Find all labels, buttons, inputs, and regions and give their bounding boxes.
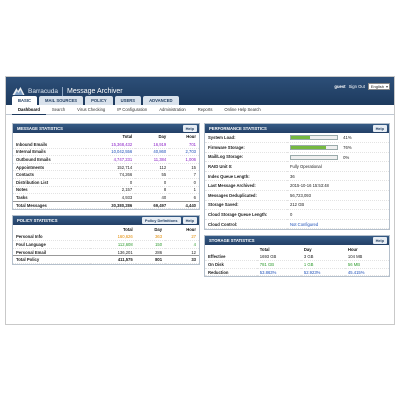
storage-statistics-panel: STORAGE STATISTICS Help Total Day Hour E… — [204, 235, 390, 278]
col-total: Total — [123, 226, 133, 232]
total-row: Total Policy 411,575 801 33 — [13, 255, 199, 264]
col-day: Day — [303, 246, 312, 252]
policy-statistics-header: POLICY STATISTICS Policy Definitions Hel… — [13, 216, 199, 226]
table-row: Outbound Emails 4,747,231 11,384 1,006 — [13, 155, 199, 164]
tab-mail-sources[interactable]: MAIL SOURCES — [39, 96, 84, 105]
message-statistics-panel: MESSAGE STATISTICS Help Total Day Hour I… — [12, 123, 200, 211]
table-row: Reduction 53.863% 52.923% 45.415% — [205, 268, 389, 277]
col-day: Day — [158, 134, 167, 140]
top-bar: Barracuda Message Archiver guest Sign Ou… — [6, 77, 394, 105]
table-row: Tasks 4,933 40 6 — [13, 193, 199, 202]
policy-statistics-table: Total Day Hour Personal Info 160,626 363… — [13, 225, 199, 264]
table-header-row: Total Day Hour — [205, 245, 389, 253]
firmware-storage-bar — [290, 145, 338, 151]
language-select[interactable]: English — [367, 83, 390, 90]
table-row: Cloud Storage Queue Length: 0 — [205, 209, 389, 220]
tab-users[interactable]: USERS — [114, 96, 142, 105]
message-statistics-table: Total Day Hour Inbound Emails 15,368,432… — [13, 133, 199, 210]
total-row: Total Messages 30,380,286 69,497 4,440 — [13, 200, 199, 210]
table-row: Distribution List 0 0 0 — [13, 178, 199, 187]
user-box: guest Sign Out English — [334, 83, 390, 90]
sign-out-link[interactable]: Sign Out — [348, 84, 365, 89]
subnav-online-help-search[interactable]: Online Help Search — [224, 106, 261, 112]
mail-log-storage-percent: 0% — [343, 154, 350, 160]
logo-divider — [62, 86, 63, 96]
performance-statistics-header: PERFORMANCE STATISTICS Help — [205, 124, 389, 133]
table-row: Messages Deduplicated: 56,723,093 — [205, 190, 389, 201]
bar-fill — [291, 146, 326, 150]
bar-fill — [291, 136, 310, 140]
col-hour: Hour — [186, 134, 196, 140]
subnav-ip-configuration[interactable]: IP Configuration — [117, 106, 148, 112]
tab-advanced[interactable]: ADVANCED — [143, 96, 179, 105]
table-row: Inbound Emails 15,368,432 16,919 701 — [13, 140, 199, 149]
logo: Barracuda Message Archiver — [12, 83, 123, 99]
table-row: On Disk 781 GB 1 GB 56 MB — [205, 260, 389, 269]
panel-title: MESSAGE STATISTICS — [17, 126, 63, 131]
table-row: Cloud Control: Not Configured — [205, 219, 389, 230]
panel-title: POLICY STATISTICS — [17, 218, 58, 224]
table-row: Effective 1693 GB 3 GB 104 MB — [205, 253, 389, 262]
table-row: Last Message Archived: 2015-10-16 15:53:… — [205, 180, 389, 192]
tab-basic[interactable]: BASIC — [12, 96, 38, 105]
table-row: Internal Emails 10,042,556 40,860 2,703 — [13, 148, 199, 157]
sub-navigation: Dashboard Search Virus Checking IP Confi… — [6, 105, 394, 115]
help-button[interactable]: Help — [182, 217, 197, 225]
firmware-storage-percent: 76% — [343, 145, 352, 151]
table-row: Personal Email 136,201 286 12 — [13, 248, 199, 257]
help-button[interactable]: Help — [372, 237, 387, 245]
subnav-administration[interactable]: Administration — [159, 106, 186, 112]
system-load-bar — [290, 135, 338, 141]
left-column: MESSAGE STATISTICS Help Total Day Hour I… — [12, 123, 200, 270]
policy-statistics-panel: POLICY STATISTICS Policy Definitions Hel… — [12, 215, 200, 265]
right-column: PERFORMANCE STATISTICS Help System Load:… — [204, 123, 390, 282]
archiver-window: Barracuda Message Archiver guest Sign Ou… — [5, 76, 395, 325]
table-row: Index Queue Length: 36 — [205, 171, 389, 182]
table-row: Notes 2,157 8 1 — [13, 186, 199, 195]
mail-log-storage-row: Mail/Log Storage: 0% — [205, 152, 389, 163]
subnav-reports[interactable]: Reports — [197, 106, 213, 112]
help-button[interactable]: Help — [372, 125, 387, 132]
table-row: Appointments 152,714 112 15 — [13, 163, 199, 172]
firmware-storage-row: Firmware Storage: 76% — [205, 142, 389, 153]
system-load-percent: 41% — [343, 135, 352, 141]
subnav-dashboard[interactable]: Dashboard — [12, 105, 46, 115]
cloud-control-link[interactable]: Not Configured — [287, 219, 389, 230]
table-row: RAID Unit 0: Fully Operational — [205, 161, 389, 172]
storage-statistics-header: STORAGE STATISTICS Help — [205, 236, 389, 246]
table-header-row: Total Day Hour — [13, 133, 199, 141]
tab-policy[interactable]: POLICY — [85, 96, 113, 105]
subnav-search[interactable]: Search — [51, 106, 66, 112]
table-row: Personal Info 160,626 363 27 — [13, 233, 199, 242]
performance-statistics-table: System Load: 41% Firmware Storage: 76% M… — [205, 133, 389, 230]
panel-title: PERFORMANCE STATISTICS — [209, 126, 267, 131]
app-title: Message Archiver — [67, 87, 123, 95]
table-row: Contacts 74,266 55 7 — [13, 170, 199, 180]
col-total: Total — [122, 134, 133, 140]
subnav-virus-checking[interactable]: Virus Checking — [77, 106, 106, 112]
table-row: Foul Language 112,608 150 4 — [13, 240, 199, 249]
performance-statistics-panel: PERFORMANCE STATISTICS Help System Load:… — [204, 123, 390, 231]
brand-name: Barracuda — [28, 87, 58, 95]
table-header-row: Total Day Hour — [13, 225, 199, 233]
policy-definitions-button[interactable]: Policy Definitions — [141, 217, 181, 225]
mail-log-storage-bar — [290, 154, 338, 160]
system-load-row: System Load: 41% — [205, 133, 389, 144]
table-row: Storage Saved: 212 GB — [205, 200, 389, 211]
barracuda-logo-icon — [12, 87, 25, 95]
help-button[interactable]: Help — [182, 125, 197, 132]
message-statistics-header: MESSAGE STATISTICS Help — [13, 124, 199, 133]
panel-title: STORAGE STATISTICS — [209, 238, 255, 244]
main-tabs: BASIC MAIL SOURCES POLICY USERS ADVANCED — [12, 96, 179, 105]
col-hour: Hour — [347, 246, 358, 252]
col-hour: Hour — [186, 226, 196, 232]
storage-statistics-table: Total Day Hour Effective 1693 GB 3 GB 10… — [205, 245, 389, 277]
username: guest — [334, 84, 346, 89]
col-day: Day — [154, 226, 163, 232]
col-total: Total — [259, 246, 270, 252]
